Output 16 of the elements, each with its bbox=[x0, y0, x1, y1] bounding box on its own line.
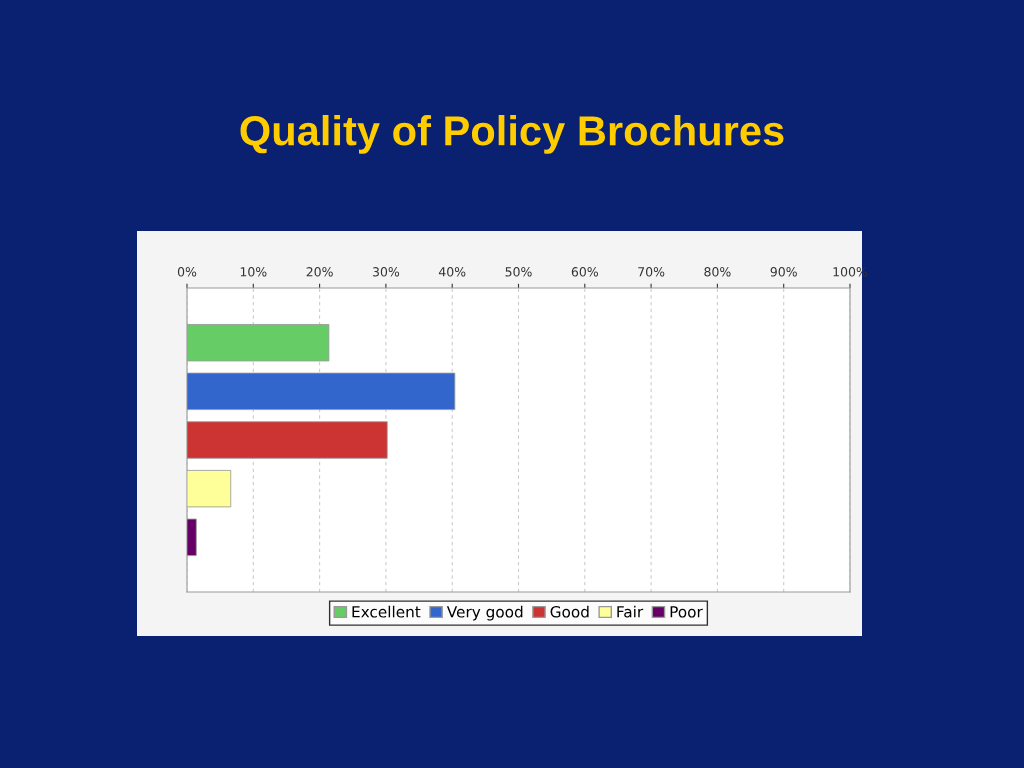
x-tick-label: 10% bbox=[240, 267, 267, 277]
legend-label: Excellent bbox=[352, 605, 421, 618]
x-tick-label: 50% bbox=[505, 267, 532, 277]
legend-label: Very good bbox=[446, 605, 523, 621]
x-tick-label: 30% bbox=[372, 267, 400, 277]
x-tick-label: 90% bbox=[770, 267, 797, 277]
x-tick-label: 40% bbox=[438, 267, 466, 277]
chart-title: Quality of Policy Brochures bbox=[240, 114, 784, 154]
legend-label: Poor bbox=[670, 606, 703, 618]
x-tick-label: 20% bbox=[306, 267, 333, 277]
x-tick-label: 80% bbox=[704, 267, 731, 277]
x-tick-label: 0% bbox=[177, 267, 197, 277]
x-tick-label: 70% bbox=[638, 267, 665, 277]
legend-label: Good bbox=[550, 605, 589, 618]
legend-label: Fair bbox=[617, 605, 644, 618]
x-tick-label: 60% bbox=[571, 267, 598, 277]
